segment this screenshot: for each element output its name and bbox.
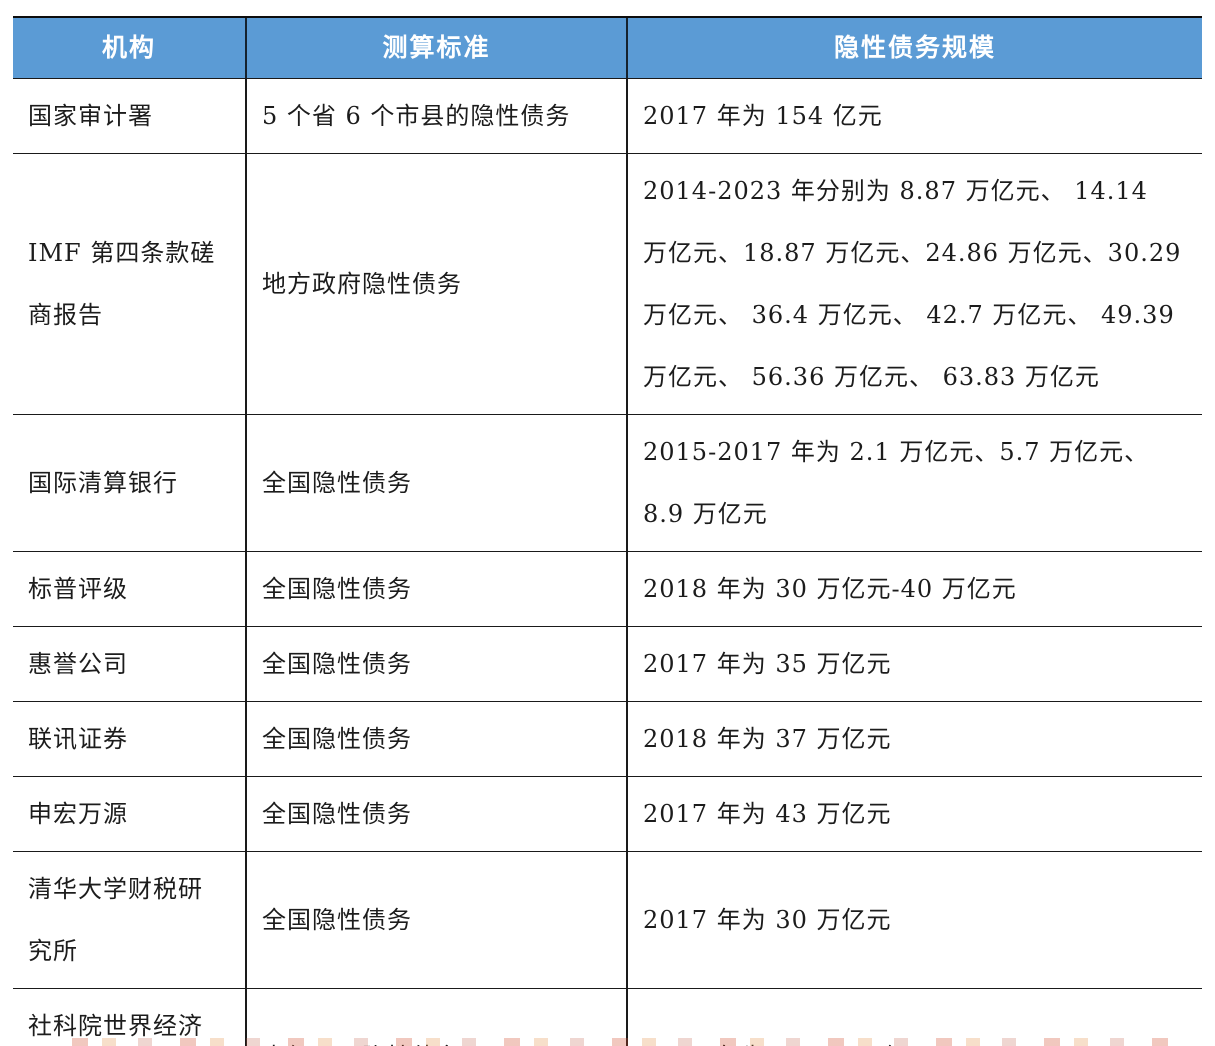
cell-value: 2018 年为 30 万亿元-40 万亿元 [643,575,1017,603]
header-cell-debt-scale: 隐性债务规模 [833,34,996,62]
cell-value: 2017 年为 30 万亿元 [643,906,892,934]
table-row: 清华大学财税研 究所 全国隐性债务 2017 年为 30 万亿元 [13,852,1202,989]
table-row: 国家审计署 5 个省 6 个市县的隐性债务 2017 年为 154 亿元 [13,79,1202,154]
cell-standard: 全国隐性债务 [247,415,628,551]
table-row: 联讯证券 全国隐性债务 2018 年为 37 万亿元 [13,702,1202,777]
cell-standard: 地方政府隐性债务 [247,154,628,414]
header-cell-standard: 测算标准 [247,18,628,78]
table-row: 社科院世界经济 与政治研究所 省级层面隐性债务 2017 年为 23.57 万亿… [13,989,1202,1046]
cell-value: 2018 年为 37 万亿元 [643,725,892,753]
cell-institution: 清华大学财税研 究所 [13,852,247,988]
cell-value: 2015-2017 年为 2.1 万亿元、5.7 万亿元、 8.9 万亿元 [643,438,1150,528]
cell-value: 2017 年为 23.57 万亿元 [628,989,1202,1046]
implicit-debt-estimates-table: 机构 测算标准 隐性债务规模 国家审计署 5 个省 6 个市县的隐性债务 201… [13,16,1202,1046]
table-row: 申宏万源 全国隐性债务 2017 年为 43 万亿元 [13,777,1202,852]
cell-standard: 全国隐性债务 [247,852,628,988]
cell-institution: 国家审计署 [13,79,247,153]
cell-institution: 惠誉公司 [13,627,247,701]
cell-value: 2017 年为 43 万亿元 [643,800,892,828]
cell-standard: 全国隐性债务 [247,627,628,701]
cell-standard: 5 个省 6 个市县的隐性债务 [247,79,628,153]
cell-institution: 申宏万源 [13,777,247,851]
table-row: 国际清算银行 全国隐性债务 2015-2017 年为 2.1 万亿元、5.7 万… [13,415,1202,552]
table-header-row: 机构 测算标准 隐性债务规模 [13,18,1202,79]
cell-standard: 省级层面隐性债务 [247,989,628,1046]
cell-institution: 社科院世界经济 与政治研究所 [13,989,247,1046]
cell-standard: 全国隐性债务 [247,777,628,851]
cell-standard: 全国隐性债务 [247,702,628,776]
table-row: 惠誉公司 全国隐性债务 2017 年为 35 万亿元 [13,627,1202,702]
table-row: IMF 第四条款磋 商报告 地方政府隐性债务 2014-2023 年分别为 8.… [13,154,1202,415]
cell-value: 2017 年为 154 亿元 [643,102,883,130]
cell-institution: 标普评级 [13,552,247,626]
table-row: 标普评级 全国隐性债务 2018 年为 30 万亿元-40 万亿元 [13,552,1202,627]
cell-value: 2014-2023 年分别为 8.87 万亿元、 14.14 万亿元、18.87… [643,177,1182,391]
clipped-caption-line [72,1038,1182,1046]
cell-institution: 国际清算银行 [13,415,247,551]
header-cell-institution: 机构 [13,18,247,78]
cell-value: 2017 年为 35 万亿元 [643,650,892,678]
cell-standard: 全国隐性债务 [247,552,628,626]
cell-institution: IMF 第四条款磋 商报告 [13,154,247,414]
cell-institution: 联讯证券 [13,702,247,776]
